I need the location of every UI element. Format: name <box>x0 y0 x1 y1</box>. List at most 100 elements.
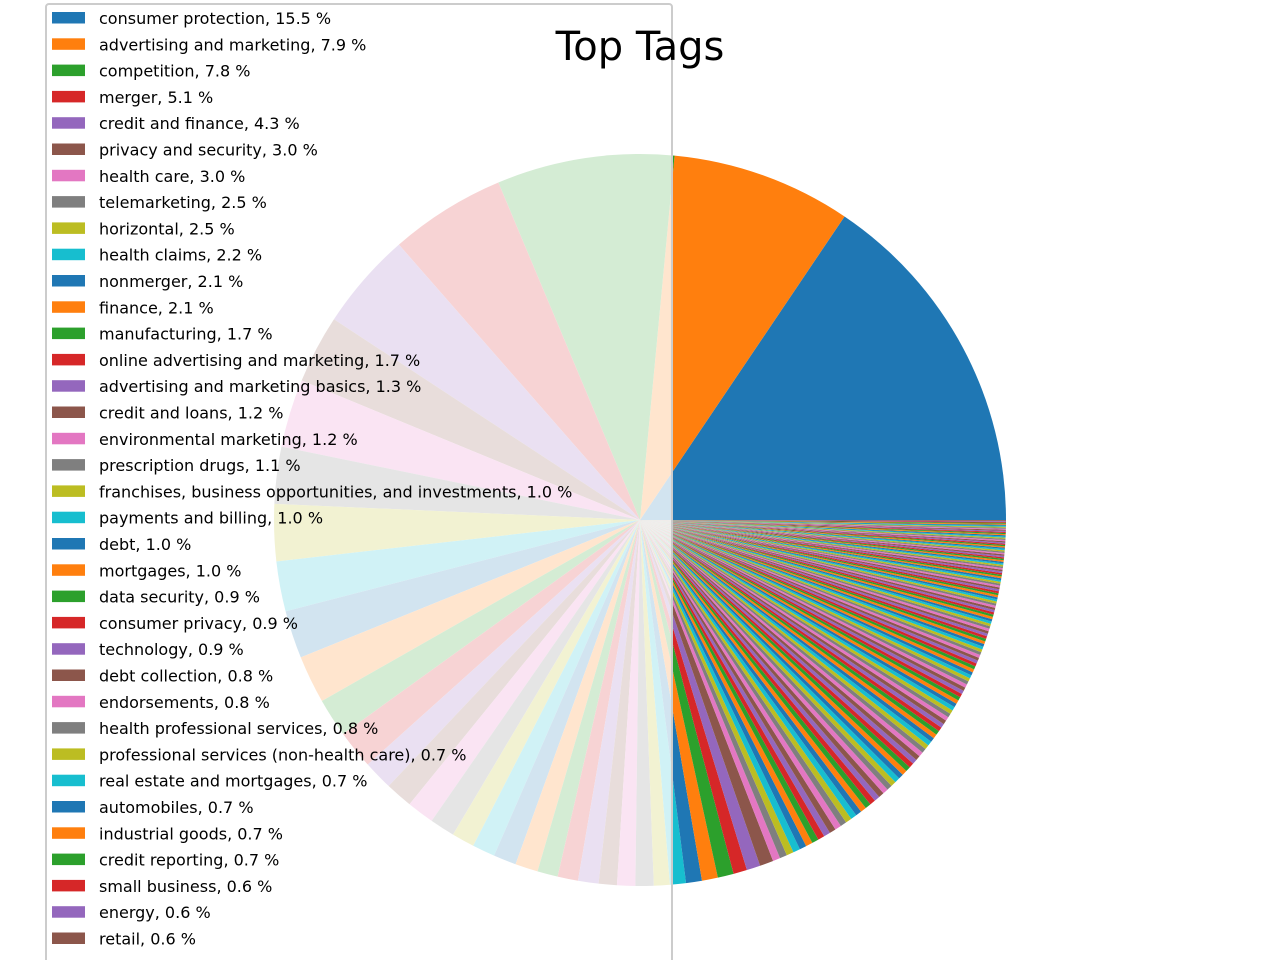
pie-slice-36 <box>640 520 774 866</box>
legend-entry-34: small business, 0.6 % <box>99 877 272 896</box>
pie-slice-other-31 <box>640 520 923 757</box>
pie-slice-other-87 <box>640 520 999 596</box>
pie-slice-other-82 <box>640 520 997 606</box>
legend-entry-23: data security, 0.9 % <box>99 588 260 607</box>
pie-slice-other-132 <box>640 520 1006 529</box>
pie-slice-other-41 <box>640 520 949 721</box>
pie-slice-other-106 <box>640 520 1004 562</box>
pie-slice-other-29 <box>640 520 917 764</box>
pie-slice-other-98 <box>640 520 1003 575</box>
pie-slice-other-23 <box>640 520 896 786</box>
legend-entry-14: online advertising and marketing, 1.7 % <box>99 351 420 370</box>
legend: consumer protection, 15.5 % advertising a… <box>45 3 673 960</box>
pie-slice-other-42 <box>640 520 951 718</box>
pie-slice-other-83 <box>640 520 997 604</box>
pie-slice-other-68 <box>640 520 988 639</box>
pie-slice-other-140 <box>640 520 1006 521</box>
pie-slice-other-6 <box>640 520 813 847</box>
pie-slice-other-81 <box>640 520 996 608</box>
legend-swatch-1 <box>52 12 85 24</box>
pie-slice-other-50 <box>640 520 966 691</box>
legend-entry-30: real estate and mortgages, 0.7 % <box>99 772 367 791</box>
pie-slice-other-65 <box>640 520 985 647</box>
legend-swatch-18 <box>52 459 85 471</box>
pie-slice-other-69 <box>640 520 988 637</box>
pie-slice-other-26 <box>640 520 907 775</box>
pie-slice-other-57 <box>640 520 976 670</box>
pie-slice-other-51 <box>640 520 967 688</box>
legend-swatch-14 <box>52 353 85 366</box>
legend-entry-20: payments and billing, 1.0 % <box>99 509 323 528</box>
legend-frame <box>45 3 673 960</box>
pie-slice-other-7 <box>640 520 819 843</box>
pie-slice-other-110 <box>640 520 1005 556</box>
pie-slice-other-8 <box>640 520 825 840</box>
pie-slice-other-113 <box>640 520 1005 552</box>
legend-swatch-8 <box>52 196 85 208</box>
pie-slice-other-99 <box>640 520 1003 574</box>
legend-entry-15: advertising and marketing basics, 1.3 % <box>99 377 421 396</box>
legend-swatch-31 <box>52 801 85 813</box>
legend-entry-9: horizontal, 2.5 % <box>99 219 235 238</box>
pie-slice-other-58 <box>640 520 977 667</box>
pie-slice-other-91 <box>640 520 1001 588</box>
pie-slice-other-95 <box>640 520 1002 581</box>
pie-slice-other-130 <box>640 520 1006 531</box>
pie-slice-other-55 <box>640 520 973 676</box>
legend-swatch-16 <box>52 406 85 418</box>
pie-slice-other-71 <box>640 520 990 632</box>
pie-slice-other-121 <box>640 520 1006 542</box>
legend-swatch-12 <box>52 301 85 313</box>
legend-swatch-27 <box>52 695 85 708</box>
pie-slice-other-46 <box>640 520 959 704</box>
legend-swatch-3 <box>52 64 85 77</box>
pie-slice-other-72 <box>640 520 991 629</box>
pie-slice-other-138 <box>640 520 1006 523</box>
pie-slice-other-45 <box>640 520 957 708</box>
legend-entry-25: technology, 0.9 % <box>99 640 244 659</box>
pie-slice-other-107 <box>640 520 1004 561</box>
legend-entry-36: retail, 0.6 % <box>99 930 196 949</box>
pie-slice-other-105 <box>640 520 1004 564</box>
pie-slice-other-63 <box>640 520 983 653</box>
legend-entry-16: credit and loans, 1.2 % <box>99 404 283 423</box>
pie-slice-other-128 <box>640 520 1006 534</box>
pie-slice-other-56 <box>640 520 975 673</box>
legend-swatch-17 <box>52 432 85 445</box>
legend-entry-18: prescription drugs, 1.1 % <box>99 456 301 475</box>
pie-slice-other-75 <box>640 520 993 622</box>
pie-slice-other-101 <box>640 520 1003 570</box>
legend-entry-7: health care, 3.0 % <box>99 167 245 186</box>
legend-swatch-24 <box>52 616 85 629</box>
pie-slice-other-53 <box>640 520 970 682</box>
legend-entry-24: consumer privacy, 0.9 % <box>99 614 298 633</box>
pie-slice-other-102 <box>640 520 1004 569</box>
pie-slice-other-96 <box>640 520 1002 579</box>
legend-swatch-25 <box>52 643 85 655</box>
pie-slice-other-137 <box>640 520 1006 524</box>
pie-slice-other-36 <box>640 520 937 739</box>
pie-slice-other-62 <box>640 520 982 656</box>
legend-swatch-19 <box>52 485 85 497</box>
pie-slice-other-21 <box>640 520 888 794</box>
legend-entry-17: environmental marketing, 1.2 % <box>99 430 358 449</box>
pie-slice-other-97 <box>640 520 1002 577</box>
pie-slice-other-44 <box>640 520 955 711</box>
pie-slice-other-76 <box>640 520 993 620</box>
legend-swatch-34 <box>52 879 85 892</box>
legend-entry-1: consumer protection, 15.5 % <box>99 9 331 28</box>
pie-slice-other-1 <box>640 520 781 861</box>
legend-entry-19: franchises, business opportunities, and … <box>99 482 572 501</box>
pie-slice-other-10 <box>640 520 836 833</box>
pie-slice-other-33 <box>640 520 929 749</box>
pie-slice-other-134 <box>640 520 1006 527</box>
pie-slice-other-28 <box>640 520 914 768</box>
pie-slice-other-32 <box>640 520 926 753</box>
legend-entry-26: debt collection, 0.8 % <box>99 667 273 686</box>
pie-slice-other-114 <box>640 520 1005 551</box>
pie-slice-other-47 <box>640 520 961 701</box>
chart-title: Top Tags <box>555 24 725 70</box>
pie-slice-other-24 <box>640 520 900 783</box>
pie-slice-other-118 <box>640 520 1006 545</box>
pie-slice-other-18 <box>640 520 875 805</box>
